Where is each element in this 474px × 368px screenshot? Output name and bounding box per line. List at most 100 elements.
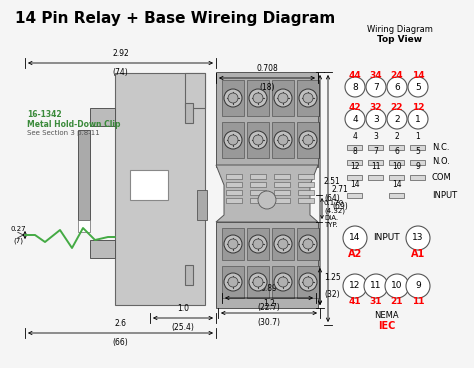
Bar [297, 266, 319, 298]
Bar [368, 175, 383, 180]
Text: 4: 4 [353, 132, 357, 141]
Text: NEMA: NEMA [374, 311, 399, 321]
Bar [298, 190, 314, 195]
Text: 14 Pin Relay + Base Wireing Diagram: 14 Pin Relay + Base Wireing Diagram [15, 11, 335, 25]
Text: 32: 32 [370, 103, 382, 112]
Bar [78, 220, 90, 232]
Bar [247, 122, 269, 158]
Bar [250, 182, 266, 187]
Text: 3: 3 [373, 114, 379, 124]
Bar [389, 160, 404, 165]
Text: 21: 21 [391, 297, 403, 307]
Circle shape [299, 131, 317, 149]
Bar [272, 122, 294, 158]
Text: 2.92: 2.92 [112, 49, 129, 58]
Bar [185, 265, 193, 285]
Circle shape [228, 239, 238, 249]
Circle shape [274, 235, 292, 253]
Text: 0.170: 0.170 [324, 200, 344, 206]
Text: 1.0: 1.0 [177, 304, 189, 313]
Text: 16-1342: 16-1342 [27, 110, 62, 119]
Text: COM: COM [432, 173, 452, 181]
Circle shape [278, 135, 288, 145]
Text: 9: 9 [415, 282, 421, 290]
Text: 1.2: 1.2 [263, 299, 275, 308]
Circle shape [343, 274, 367, 298]
Circle shape [303, 239, 313, 249]
Text: 9: 9 [416, 162, 420, 171]
Polygon shape [216, 165, 318, 222]
Text: 2: 2 [394, 114, 400, 124]
Text: (69): (69) [332, 202, 348, 212]
Circle shape [387, 109, 407, 129]
Bar [226, 190, 242, 195]
Text: 42: 42 [349, 103, 361, 112]
Circle shape [366, 77, 386, 97]
Bar [389, 193, 404, 198]
Bar [389, 145, 404, 150]
Text: 41: 41 [349, 297, 361, 307]
Circle shape [299, 235, 317, 253]
Bar [226, 198, 242, 203]
Bar [250, 174, 266, 179]
Text: 14: 14 [349, 234, 361, 243]
Circle shape [278, 239, 288, 249]
Text: 11: 11 [370, 282, 382, 290]
Bar [226, 182, 242, 187]
Text: (30.7): (30.7) [257, 318, 281, 327]
Text: 11: 11 [412, 297, 424, 307]
Circle shape [408, 109, 428, 129]
Circle shape [274, 89, 292, 107]
Text: 10: 10 [391, 282, 403, 290]
Text: (4.32): (4.32) [324, 208, 345, 215]
Text: 5: 5 [415, 82, 421, 92]
Circle shape [224, 235, 242, 253]
Text: 44: 44 [348, 71, 361, 79]
Text: 0.708: 0.708 [256, 64, 278, 73]
Bar [222, 80, 244, 116]
Circle shape [249, 131, 267, 149]
Bar [389, 175, 404, 180]
Circle shape [303, 135, 313, 145]
Text: 8: 8 [353, 147, 357, 156]
Bar [216, 222, 318, 308]
Text: (64): (64) [324, 194, 340, 203]
Circle shape [224, 89, 242, 107]
Bar [216, 72, 318, 167]
Bar [250, 198, 266, 203]
Bar [250, 190, 266, 195]
Text: 34: 34 [370, 71, 383, 79]
Bar [347, 145, 362, 150]
Text: 8: 8 [352, 82, 358, 92]
Circle shape [303, 277, 313, 287]
Bar [222, 266, 244, 298]
Text: (32): (32) [324, 290, 340, 300]
Bar [274, 198, 290, 203]
Bar [272, 80, 294, 116]
Text: 6: 6 [394, 82, 400, 92]
Text: 1.25: 1.25 [324, 273, 341, 283]
Text: INPUT: INPUT [373, 234, 400, 243]
Bar [298, 182, 314, 187]
Bar [410, 175, 425, 180]
Circle shape [253, 93, 263, 103]
Bar [274, 182, 290, 187]
Text: 1: 1 [415, 114, 421, 124]
Text: 0.27: 0.27 [10, 226, 26, 232]
Text: N.C.: N.C. [432, 142, 449, 152]
Text: 31: 31 [370, 297, 382, 307]
Text: 10: 10 [392, 162, 402, 171]
Bar [297, 122, 319, 158]
Bar [298, 174, 314, 179]
Circle shape [224, 131, 242, 149]
Text: (66): (66) [113, 338, 128, 347]
Text: 22: 22 [391, 103, 403, 112]
Bar [347, 160, 362, 165]
Text: 7: 7 [373, 82, 379, 92]
Bar [222, 228, 244, 260]
Circle shape [249, 235, 267, 253]
Text: A2: A2 [348, 249, 362, 259]
Circle shape [299, 273, 317, 291]
Text: (7): (7) [13, 237, 23, 244]
Circle shape [278, 93, 288, 103]
